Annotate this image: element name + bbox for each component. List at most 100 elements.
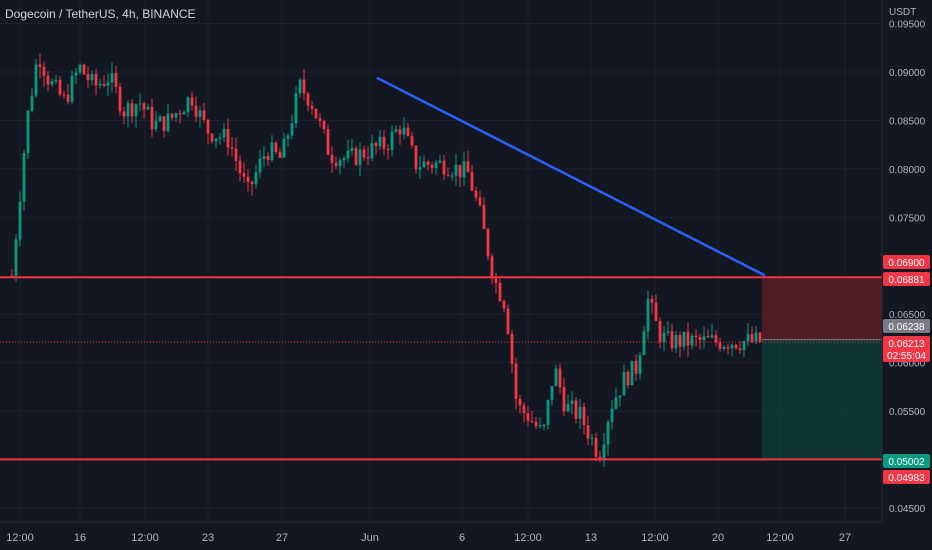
candle-body — [138, 103, 142, 105]
candle-body — [718, 342, 722, 349]
candle-body — [482, 205, 486, 230]
price-badge-text: 0.06213 — [888, 339, 925, 350]
candle-body — [742, 341, 746, 350]
candle-body — [670, 331, 674, 349]
candle-body — [114, 73, 118, 87]
candle-body — [174, 113, 178, 118]
candle-body — [262, 156, 266, 159]
price-badge-bg — [883, 272, 930, 286]
candle-body — [530, 421, 534, 423]
price-badge: 02:55:04 — [883, 348, 930, 362]
price-badge-text: 0.06900 — [888, 258, 925, 269]
candle-body — [498, 282, 502, 302]
candle-body — [610, 408, 614, 422]
candle-body — [454, 164, 458, 176]
candle-body — [378, 136, 382, 147]
price-tick-label: 0.04500 — [889, 504, 926, 515]
candle-body — [226, 129, 230, 148]
time-tick-label: 12:00 — [514, 532, 542, 544]
candle-body — [118, 86, 122, 112]
candle-body — [330, 154, 334, 163]
candle-body — [158, 116, 162, 122]
price-axis-currency: USDT — [889, 7, 916, 18]
candle-body — [190, 97, 194, 106]
candle-body — [22, 153, 26, 202]
candle-body — [202, 110, 206, 120]
candle-body — [722, 346, 726, 349]
candle-body — [566, 403, 570, 412]
candle-body — [594, 437, 598, 457]
candle-body — [450, 175, 454, 177]
price-badge: 0.06238 — [883, 319, 930, 333]
candle-body — [50, 81, 54, 85]
time-tick-label: 6 — [459, 532, 465, 544]
candle-body — [166, 113, 170, 132]
price-badge: 0.04983 — [883, 470, 930, 484]
candle-body — [178, 113, 182, 115]
candle-body — [410, 135, 414, 146]
candle-body — [274, 142, 278, 153]
candle-body — [150, 106, 154, 130]
candle-body — [18, 201, 22, 240]
time-axis: 12:00 16 12:00 23 27 Jun 6 12:00 13 12:00 20 12:00 2… — [0, 521, 882, 550]
horizontal-levels — [0, 276, 882, 461]
candle-body — [542, 424, 546, 426]
time-tick-label: 20 — [712, 532, 724, 544]
time-tick-label: Jun — [361, 532, 379, 544]
candle-body — [414, 145, 418, 170]
candle-body — [94, 73, 98, 86]
candle-body — [386, 148, 390, 151]
candle-body — [46, 75, 50, 85]
candle-body — [170, 113, 174, 118]
candle-body — [154, 121, 158, 130]
candle-body — [278, 152, 282, 158]
candle-body — [606, 421, 610, 445]
trendline-layer — [376, 76, 766, 277]
candle-body — [638, 354, 642, 374]
candle-body — [306, 93, 310, 106]
candle-body — [554, 368, 558, 387]
candle-body — [266, 156, 270, 161]
candle-body — [518, 398, 522, 406]
price-badge-bg — [883, 255, 930, 269]
time-tick-label: 12:00 — [641, 532, 669, 544]
time-tick-label: 27 — [276, 532, 288, 544]
candle-body — [546, 400, 550, 425]
time-tick-label: 23 — [202, 532, 214, 544]
candle-body — [350, 148, 354, 151]
candle-body — [214, 138, 218, 142]
candle-body — [694, 335, 698, 338]
candle-body — [106, 82, 110, 86]
candle-body — [130, 103, 134, 117]
candle-body — [626, 371, 630, 386]
candle-body — [470, 172, 474, 191]
candle-body — [34, 64, 38, 96]
candle-body — [714, 335, 718, 343]
candle-body — [90, 73, 94, 81]
take-profit-zone — [762, 339, 882, 460]
candle-body — [514, 363, 518, 399]
candle-body — [286, 135, 290, 139]
candle-body — [318, 118, 322, 121]
candle-body — [298, 79, 302, 94]
candle-body — [646, 298, 650, 332]
candle-body — [230, 147, 234, 149]
candle-body — [194, 105, 198, 117]
candle-body — [558, 368, 562, 388]
candle-body — [698, 337, 702, 341]
candle-body — [478, 197, 482, 206]
price-badge-bg — [883, 348, 930, 362]
price-badge-bg — [883, 336, 930, 350]
candle-body — [726, 346, 730, 349]
candle-body — [346, 150, 350, 159]
candle-body — [334, 162, 338, 166]
price-tick-label: 0.09500 — [889, 20, 926, 31]
price-badge-bg — [883, 454, 930, 468]
candle-body — [102, 83, 106, 86]
symbol-title: Dogecoin / TetherUS, 4h, BINANCE — [5, 7, 196, 21]
candle-body — [654, 302, 658, 321]
candle-body — [750, 334, 754, 342]
candle-body — [282, 138, 286, 158]
